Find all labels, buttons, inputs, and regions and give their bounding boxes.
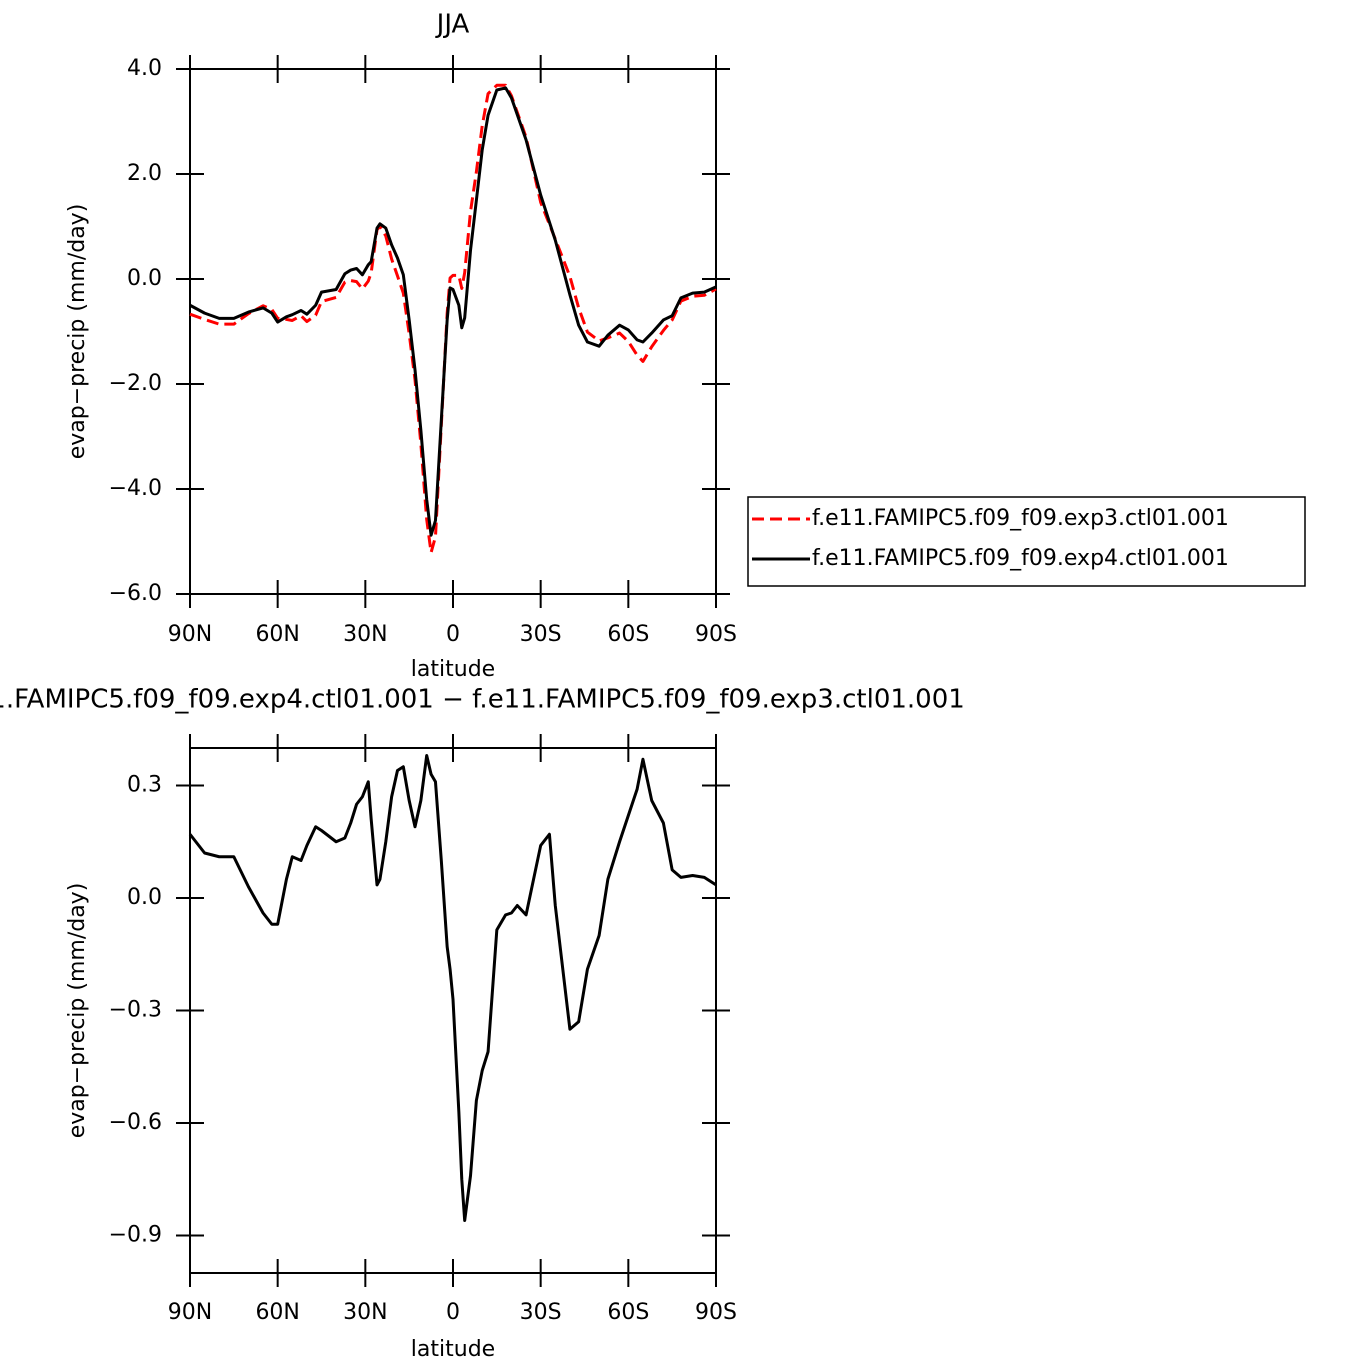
- x-tick-label: 30S: [520, 1300, 562, 1325]
- plot-frame: [189, 68, 717, 595]
- x-tick-label: 0: [446, 1300, 460, 1325]
- y-axis-label: evap−precip (mm/day): [65, 204, 90, 460]
- x-tick-label: 30N: [343, 1300, 387, 1325]
- y-tick-label: −4.0: [109, 476, 162, 501]
- x-tick-label: 30N: [343, 622, 387, 647]
- y-tick-label: 0.0: [127, 266, 162, 291]
- x-tick-label: 90S: [695, 1300, 737, 1325]
- y-tick-label: −0.6: [109, 1110, 162, 1135]
- y-tick-label: 0.0: [127, 885, 162, 910]
- y-tick-label: 2.0: [127, 161, 162, 186]
- legend-label: f.e11.FAMIPC5.f09_f09.exp4.ctl01.001: [812, 546, 1229, 571]
- x-axis-label: latitude: [411, 657, 495, 682]
- y-tick-label: −2.0: [109, 371, 162, 396]
- series-line: [188, 754, 717, 1222]
- x-tick-label: 0: [446, 622, 460, 647]
- series-line: [189, 86, 717, 537]
- series-line: [189, 83, 717, 555]
- x-tick-label: 60S: [607, 1300, 649, 1325]
- chart-title: f.e11.FAMIPC5.f09_f09.exp4.ctl01.001 − f…: [0, 685, 965, 715]
- x-tick-label: 90N: [168, 1300, 212, 1325]
- y-tick-label: 0.3: [127, 773, 162, 798]
- x-tick-label: 60N: [255, 622, 299, 647]
- x-tick-label: 60N: [255, 1300, 299, 1325]
- y-axis-label: evap−precip (mm/day): [65, 883, 90, 1139]
- x-axis-label: latitude: [411, 1337, 495, 1362]
- x-tick-label: 90S: [695, 622, 737, 647]
- plot-frame: [189, 747, 717, 1274]
- x-tick-label: 30S: [520, 622, 562, 647]
- y-tick-label: 4.0: [127, 56, 162, 81]
- x-tick-label: 60S: [607, 622, 649, 647]
- legend-box: [747, 496, 1306, 587]
- y-tick-label: −6.0: [109, 581, 162, 606]
- y-tick-label: −0.9: [109, 1223, 162, 1248]
- legend-label: f.e11.FAMIPC5.f09_f09.exp3.ctl01.001: [812, 506, 1229, 531]
- y-tick-label: −0.3: [109, 998, 162, 1023]
- chart-title: JJA: [435, 10, 470, 40]
- x-tick-label: 90N: [168, 622, 212, 647]
